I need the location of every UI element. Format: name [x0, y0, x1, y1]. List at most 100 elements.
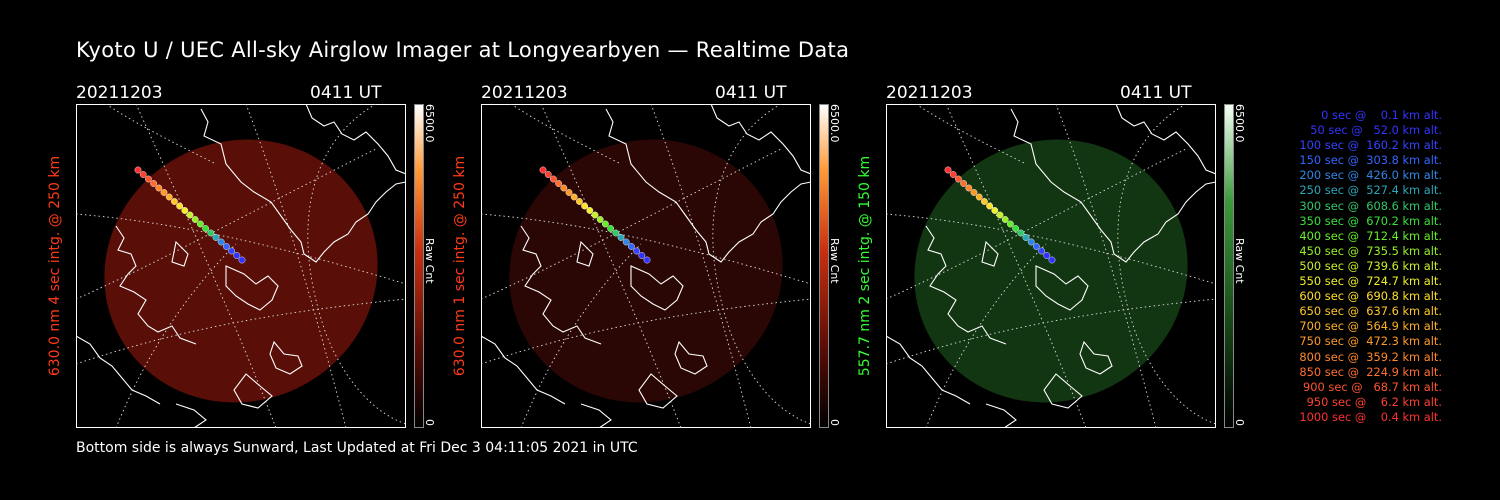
panel-wavelength-label: 557.7 nm 2 sec intg. @ 150 km — [857, 155, 873, 377]
legend-row: 100 sec @ 160.2 km alt. — [1295, 138, 1442, 153]
legend-row: 850 sec @ 224.9 km alt. — [1295, 364, 1442, 379]
legend-row: 550 sec @ 724.7 km alt. — [1295, 274, 1442, 289]
trajectory-point — [986, 202, 994, 210]
trajectory-point — [197, 220, 204, 228]
airglow-region — [914, 139, 1188, 403]
coastline — [981, 240, 999, 267]
coastline — [674, 340, 708, 375]
trajectory-point — [960, 180, 968, 187]
trajectory-point — [996, 211, 1004, 219]
trajectory-point — [212, 234, 220, 241]
colorbar-min-label: 0 — [423, 419, 436, 426]
coastline — [1115, 104, 1216, 175]
coastline — [76, 335, 161, 405]
legend-row: 300 sec @ 608.6 km alt. — [1295, 198, 1442, 213]
legend-row: 900 sec @ 68.7 km alt. — [1299, 379, 1442, 394]
coastline — [171, 240, 189, 267]
colorbar-unit-label: Raw Cnt — [828, 238, 841, 284]
trajectory-point — [565, 189, 573, 196]
trajectory-point — [581, 202, 589, 210]
legend-row: 350 sec @ 670.2 km alt. — [1295, 213, 1442, 228]
coastline — [269, 340, 303, 375]
colorbar-min-label: 0 — [828, 419, 841, 426]
trajectory-point — [570, 193, 578, 201]
trajectory-point — [576, 198, 583, 205]
panel-time: 0411 UT — [715, 83, 787, 103]
coastline — [985, 403, 1017, 428]
trajectory-point — [602, 220, 609, 228]
trajectory-point — [238, 256, 246, 264]
trajectory-point — [596, 216, 604, 223]
legend-row: 950 sec @ 6.2 km alt. — [1303, 394, 1442, 409]
trajectory-point — [949, 171, 957, 178]
coastline — [520, 225, 602, 345]
legend-row: 750 sec @ 472.3 km alt. — [1295, 334, 1442, 349]
footer-status: Bottom side is always Sunward, Last Upda… — [76, 440, 638, 456]
trajectory-point — [560, 184, 568, 192]
map-grid-line — [1055, 104, 1157, 428]
image-panel-1: 20211203 0411 UT 630.0 nm 4 sec intg. @ … — [47, 80, 456, 440]
coastline — [886, 335, 971, 405]
colorbar-max-label: 6500.0 — [828, 104, 841, 143]
trajectory-point — [591, 211, 599, 219]
trajectory-point — [607, 225, 615, 232]
legend-row: 250 sec @ 527.4 km alt. — [1295, 183, 1442, 198]
trajectory-point — [633, 247, 641, 255]
coastline — [925, 225, 1007, 345]
trajectory-point — [981, 198, 988, 205]
map-grid-line — [510, 104, 622, 165]
colorbar — [1224, 104, 1234, 428]
trajectory-point — [202, 225, 210, 232]
map-grid-line — [135, 104, 277, 428]
colorbar-max-label: 6500.0 — [423, 104, 436, 143]
trajectory-point — [1032, 243, 1040, 250]
panel-wavelength-label: 630.0 nm 4 sec intg. @ 250 km — [47, 155, 63, 377]
trajectory-point — [181, 207, 189, 214]
allsky-map — [76, 104, 406, 428]
panel-date: 20211203 — [76, 83, 163, 103]
trajectory-point — [550, 175, 557, 183]
legend-row: 1000 sec @ 0.4 km alt. — [1299, 409, 1442, 424]
trajectory-point — [955, 175, 962, 183]
image-panel-2: 20211203 0411 UT 630.0 nm 1 sec intg. @ … — [452, 80, 861, 440]
trajectory-point — [160, 189, 168, 196]
coastline — [175, 403, 207, 428]
trajectory-point — [191, 216, 199, 223]
map-grid-line — [886, 298, 1216, 365]
map-grid-line — [945, 104, 1087, 428]
map-grid-line — [481, 148, 782, 300]
colorbar — [414, 104, 424, 428]
trajectory-point — [544, 171, 552, 178]
map-grid-line — [915, 104, 1027, 165]
legend-row: 500 sec @ 739.6 km alt. — [1295, 258, 1442, 273]
trajectory-point — [1038, 247, 1046, 255]
trajectory-point — [627, 243, 635, 250]
legend-row: 650 sec @ 637.6 km alt. — [1295, 304, 1442, 319]
trajectory-point — [1027, 238, 1035, 246]
trajectory-point — [965, 184, 973, 192]
trajectory-point — [150, 180, 158, 187]
trajectory-point — [176, 202, 184, 210]
trajectory-point — [217, 238, 225, 246]
trajectory-point — [539, 166, 547, 174]
panel-time: 0411 UT — [1120, 83, 1192, 103]
panel-date: 20211203 — [886, 83, 973, 103]
trajectory-point — [1012, 225, 1020, 232]
trajectory-point — [991, 207, 999, 214]
coastline — [1010, 108, 1216, 263]
coastline — [1035, 265, 1089, 311]
trajectory-point — [1007, 220, 1014, 228]
map-frame — [886, 104, 1216, 428]
trajectory-point — [228, 247, 236, 255]
legend-row: 400 sec @ 712.4 km alt. — [1295, 228, 1442, 243]
map-frame — [481, 104, 811, 428]
map-grid-line — [105, 104, 217, 165]
trajectory-point — [617, 234, 625, 241]
map-grid-line — [481, 298, 811, 365]
coastline — [630, 265, 684, 311]
trajectory-point — [622, 238, 630, 246]
trajectory-point — [207, 229, 215, 237]
trajectory-point — [165, 193, 173, 201]
legend-row: 50 sec @ 52.0 km alt. — [1303, 123, 1442, 138]
coastline — [481, 335, 566, 405]
